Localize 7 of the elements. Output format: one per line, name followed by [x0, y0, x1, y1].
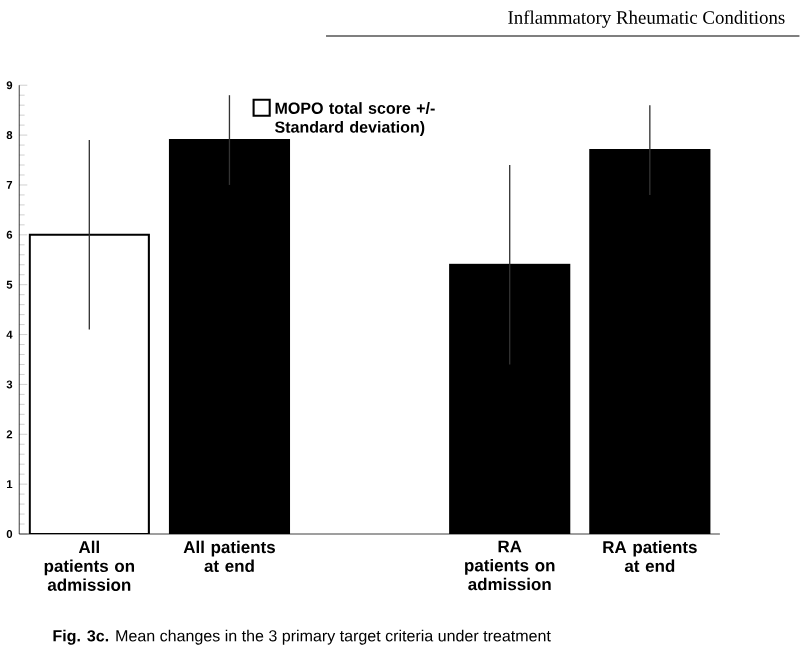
x-tick-label: All patients on admission	[44, 541, 135, 592]
x-tick-label: RA patients at end	[603, 541, 697, 573]
legend-label: MOPO total score +/- Standard deviation)	[274, 102, 435, 137]
text: Fig. 3c. Mean changes in the 3 primary target criteria under treatment	[53, 630, 551, 646]
text: Inflammatory Rheumatic Conditions	[508, 10, 785, 29]
x-tick-label: RA patients on admission	[465, 541, 555, 591]
x-tick-label: All patients at end	[183, 541, 275, 573]
